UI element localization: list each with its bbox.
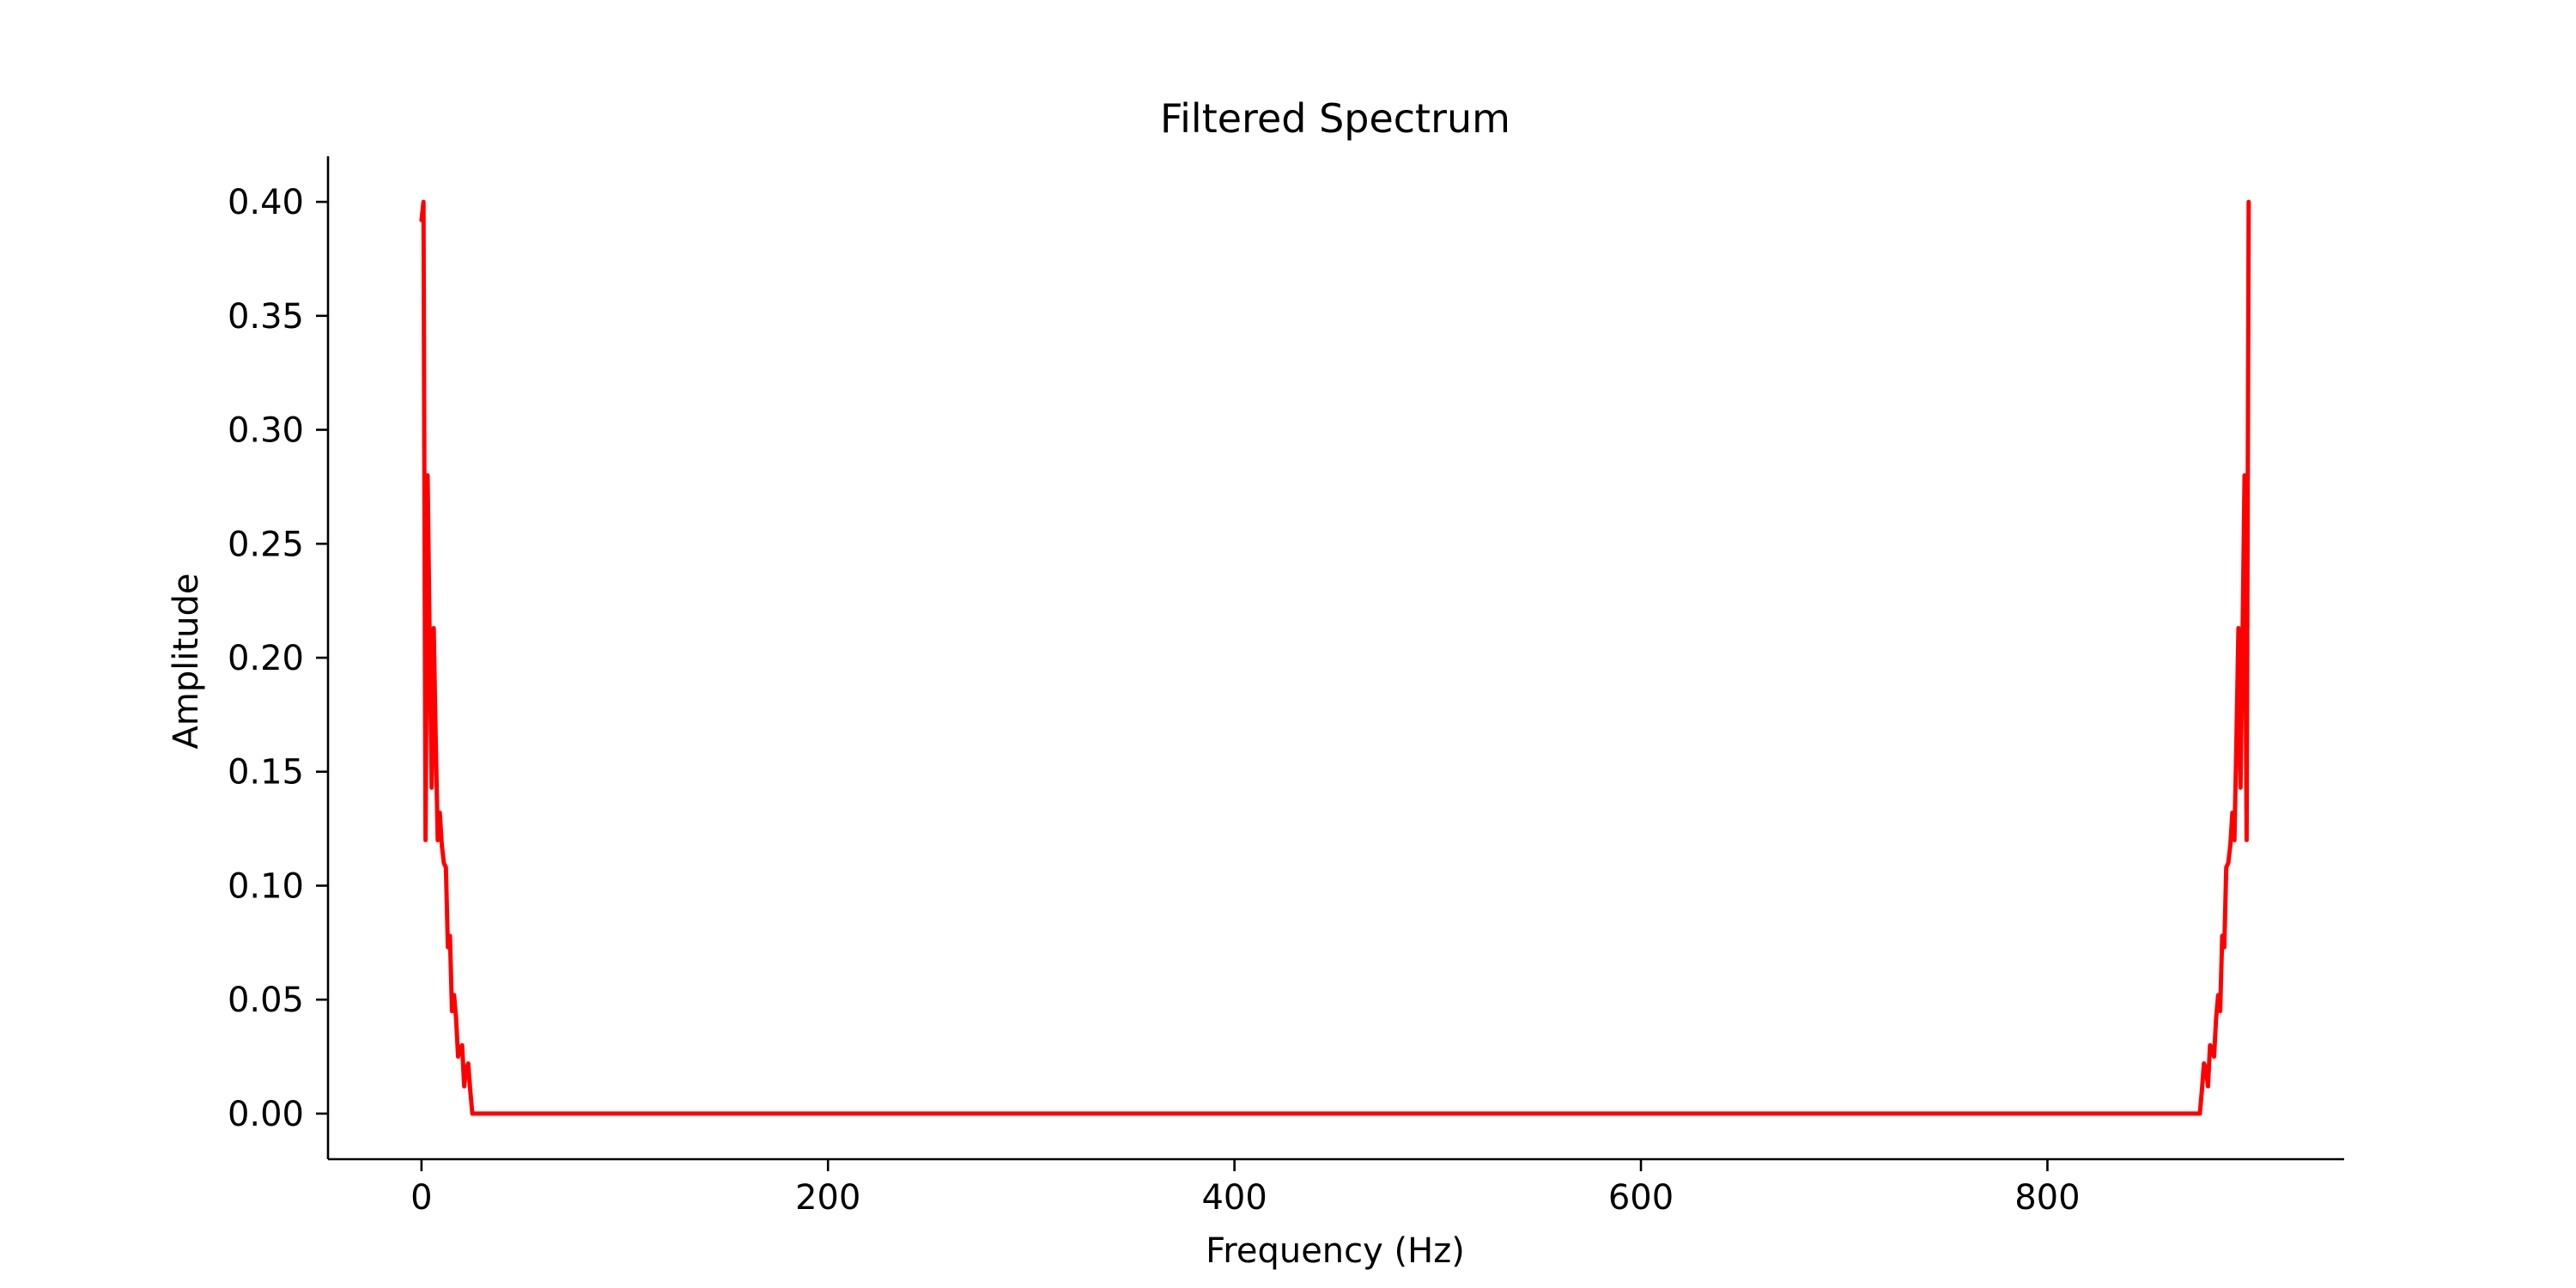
- y-tick-label: 0.10: [228, 866, 304, 906]
- x-tick-label: 400: [1201, 1178, 1267, 1218]
- y-tick-label: 0.35: [228, 297, 304, 337]
- x-tick-label: 800: [2014, 1178, 2080, 1218]
- y-axis-ticks: 0.00 0.05 0.10 0.15 0.20 0.25 0.30 0.35 0.40: [228, 183, 328, 1134]
- spectrum-series-line: [419, 199, 2251, 1116]
- y-axis-label: Amplitude: [167, 574, 206, 750]
- y-tick-label: 0.20: [228, 639, 304, 678]
- series-layer: [419, 199, 2251, 1116]
- x-tick-label: 0: [410, 1178, 432, 1218]
- x-axis-label: Frequency (Hz): [1206, 1231, 1465, 1271]
- y-tick-label: 0.30: [228, 411, 304, 451]
- y-tick-label: 0.15: [228, 753, 304, 793]
- x-axis-ticks: 0 200 400 600 800: [410, 1159, 2081, 1218]
- y-tick-label: 0.00: [228, 1095, 304, 1134]
- x-tick-label: 200: [795, 1178, 860, 1218]
- y-tick-label: 0.05: [228, 981, 304, 1020]
- chart-title: Filtered Spectrum: [1160, 95, 1510, 142]
- y-tick-label: 0.40: [228, 183, 304, 222]
- y-tick-label: 0.25: [228, 525, 304, 564]
- x-tick-label: 600: [1608, 1178, 1674, 1218]
